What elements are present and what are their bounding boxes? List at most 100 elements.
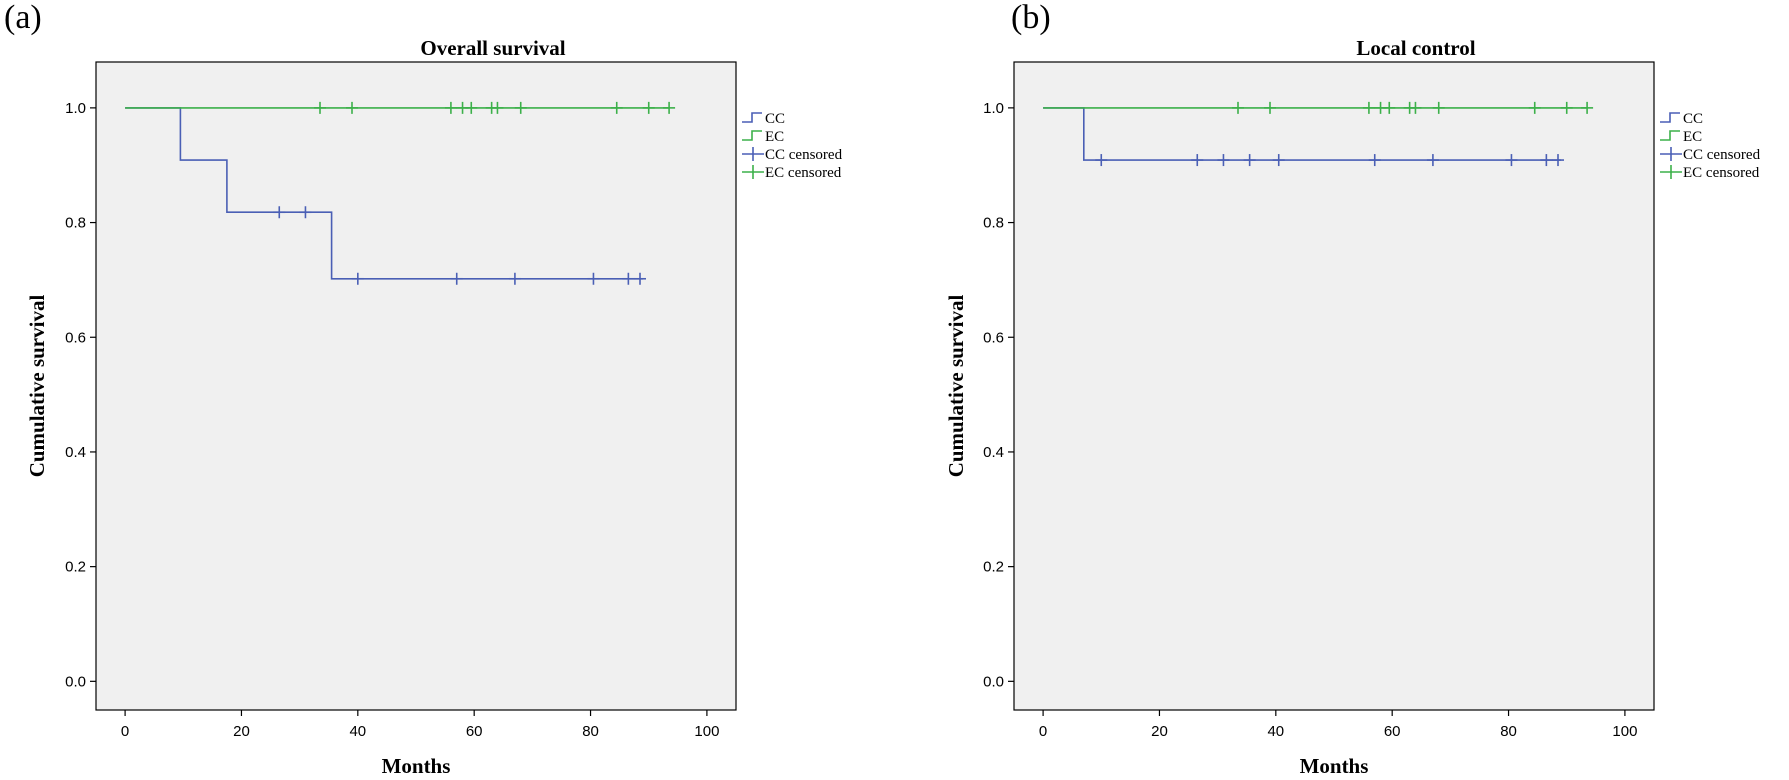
panel-b-xtick-label: 20 <box>1151 723 1168 740</box>
panel-a-cc-censor-mark <box>351 272 364 285</box>
panel-a-legend-item: CC censored <box>742 147 843 163</box>
panel-a-cc-censor-mark <box>587 272 600 285</box>
panel-a-ytick-label: 0.0 <box>65 673 86 690</box>
panel-b-xlabel: Months <box>1300 754 1369 778</box>
legend-censor-symbol <box>1660 165 1682 179</box>
panel-b-ytick-label: 1.0 <box>983 100 1004 117</box>
panel-b-ec-censor-mark <box>1232 101 1244 114</box>
panel-a-legend-label: CC censored <box>765 147 843 163</box>
panel-a-ytick-label: 0.4 <box>65 444 86 461</box>
panel-b-cc-censor-mark <box>1540 154 1553 167</box>
panel-b-ec-censor-mark <box>1264 101 1276 114</box>
panel-b-ec-censor-mark <box>1560 101 1573 114</box>
panel-a-legend-label: EC <box>765 129 784 145</box>
panel-a-ec-censor-mark <box>642 101 655 114</box>
panel-b-title: Local control <box>1356 36 1475 60</box>
panel-b-ec-censor-mark <box>1409 101 1422 114</box>
panel-a-label: (a) <box>4 0 42 36</box>
panel-a-xtick-label: 20 <box>233 723 250 740</box>
legend-step-symbol <box>1660 130 1680 141</box>
panel-b: (b) Local control 0.0 0.2 0.4 0.6 0.8 1.0 0 20… <box>944 0 1761 778</box>
panel-a-cc-curve <box>125 107 643 280</box>
panel-b-legend-item: EC <box>1660 129 1702 145</box>
panel-a-xtick-label: 60 <box>466 723 483 740</box>
panel-b-ytick-label: 0.2 <box>983 559 1004 576</box>
legend-step-symbol <box>742 130 762 141</box>
panel-b-xtick-label: 0 <box>1039 723 1047 740</box>
panel-b-ylabel: Cumulative survival <box>944 295 968 478</box>
panel-b-x-axis: 0 20 40 60 80 100 <box>1039 710 1637 740</box>
panel-a-legend-item: EC censored <box>742 165 842 181</box>
legend-step-symbol <box>742 112 762 123</box>
panel-a-legend-item: CC <box>742 111 785 127</box>
panel-a-x-axis: 0 20 40 60 80 100 <box>121 710 719 740</box>
panel-b-legend-item: CC censored <box>1660 147 1761 163</box>
panel-a-ec-censor-mark <box>514 101 527 114</box>
legend-censor-symbol <box>742 147 764 161</box>
panel-a-y-axis: 0.0 0.2 0.4 0.6 0.8 1.0 <box>65 100 96 690</box>
panel-a-cc-censor-mark <box>508 272 521 285</box>
panel-b-ec-censor-mark <box>1432 101 1445 114</box>
panel-a-xtick-label: 40 <box>349 723 366 740</box>
panel-b-series <box>1043 101 1594 167</box>
panel-b-label: (b) <box>1011 0 1051 36</box>
panel-b-cc-censor-mark <box>1217 154 1230 167</box>
panel-a-series <box>125 101 676 285</box>
panel-b-cc-censor-mark <box>1505 154 1518 167</box>
panel-b-xtick-label: 80 <box>1500 723 1517 740</box>
panel-a: (a) Overall survival 0.00.20.40.60.81.0 … <box>4 0 843 778</box>
legend-step-symbol <box>1660 112 1680 123</box>
panel-a-xtick-label: 80 <box>582 723 599 740</box>
panel-b-ytick-label: 0.0 <box>983 673 1004 690</box>
panel-a-ytick-label: 1.0 <box>65 100 86 117</box>
panel-b-xtick-label: 60 <box>1384 723 1401 740</box>
panel-b-legend-item: EC censored <box>1660 165 1760 181</box>
panel-b-cc-censor-mark <box>1426 154 1439 167</box>
panel-a-cc-censor-mark <box>622 272 635 285</box>
panel-a-cc-censor-mark <box>273 206 286 219</box>
panel-a-xtick-label: 0 <box>121 723 129 740</box>
legend-censor-symbol <box>1660 147 1682 161</box>
legend-censor-symbol <box>742 165 764 179</box>
panel-b-xtick-label: 100 <box>1612 723 1637 740</box>
panel-b-legend-label: CC <box>1683 111 1703 127</box>
panel-b-cc-censor-mark <box>1368 154 1381 167</box>
panel-b-plot-area <box>1013 61 1655 711</box>
panel-a-cc-censor-mark <box>450 272 463 285</box>
panel-b-legend-label: EC <box>1683 129 1702 145</box>
panel-a-xtick-label: 100 <box>694 723 719 740</box>
panel-b-ec-censor-mark <box>1362 101 1375 114</box>
panel-b-cc-censor-mark <box>1243 154 1256 167</box>
panel-a-ec-censor-mark <box>444 101 457 114</box>
panel-a-plot-area <box>95 61 737 711</box>
panel-a-ec-censor-mark <box>314 101 326 114</box>
panel-a-title: Overall survival <box>420 36 565 60</box>
panel-b-ytick-label: 0.6 <box>983 329 1004 346</box>
panel-b-legend-label: EC censored <box>1683 165 1760 181</box>
panel-b-cc-censor-mark <box>1191 154 1204 167</box>
panel-b-legend-label: CC censored <box>1683 147 1761 163</box>
panel-a-legend-item: EC <box>742 129 784 145</box>
panel-a-ec-censor-mark <box>610 101 623 114</box>
panel-b-ec-censor-mark <box>1528 101 1541 114</box>
panel-a-ec-censor-mark <box>465 101 478 114</box>
panel-b-legend-item: CC <box>1660 111 1703 127</box>
panel-a-ec-censor-mark <box>663 101 676 114</box>
panel-a-ec-censor-mark <box>491 101 504 114</box>
panel-b-ec-censor-mark <box>1581 101 1594 114</box>
panel-b-xtick-label: 40 <box>1267 723 1284 740</box>
panel-a-ylabel: Cumulative survival <box>25 295 49 478</box>
panel-b-cc-censor-mark <box>1552 154 1564 167</box>
panel-a-ytick-label: 0.8 <box>65 215 86 232</box>
panel-b-cc-censor-mark <box>1272 154 1285 167</box>
panel-b-ytick-label: 0.4 <box>983 444 1004 461</box>
panel-a-legend-label: EC censored <box>765 165 842 181</box>
panel-a-legend-label: CC <box>765 111 785 127</box>
panel-b-legend: CC EC CC censored EC censored <box>1660 111 1761 181</box>
panel-a-xlabel: Months <box>382 754 451 778</box>
panel-a-ytick-label: 0.2 <box>65 559 86 576</box>
panel-b-y-axis: 0.0 0.2 0.4 0.6 0.8 1.0 <box>983 100 1014 690</box>
panel-b-ec-censor-mark <box>1383 101 1396 114</box>
panel-a-ytick-label: 0.6 <box>65 329 86 346</box>
